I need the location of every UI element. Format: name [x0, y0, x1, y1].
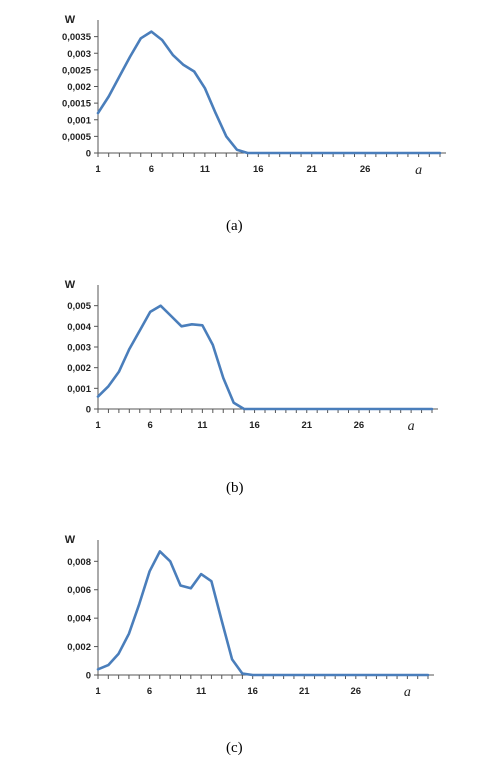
chart-a-y-tick-label: 0,0025: [62, 65, 92, 76]
chart-c-y-tick-label: 0,004: [67, 614, 91, 625]
chart-a-x-tick-label: 21: [306, 164, 317, 175]
chart-b-y-tick-label: 0,001: [67, 384, 91, 395]
chart-c-y-tick-label: 0,002: [67, 642, 91, 653]
chart-a-y-tick-label: 0,001: [67, 115, 91, 126]
chart-a-y-tick-label: 0,0035: [62, 32, 92, 43]
caption-b: (b): [226, 480, 244, 496]
chart-c-x-tick-label: 21: [299, 686, 310, 697]
chart-c-x-axis-label: a: [404, 685, 411, 700]
chart-a-x-tick-label: 6: [149, 164, 154, 175]
chart-b-x-tick-label: 26: [354, 420, 365, 431]
chart-b-y-tick-label: 0,002: [67, 363, 91, 374]
chart-b-x-tick-label: 1: [95, 420, 101, 431]
chart-c-x-tick-label: 1: [95, 686, 101, 697]
chart-b-series-line: [96, 304, 434, 411]
chart-c-x-tick-label: 16: [247, 686, 258, 697]
chart-c-y-tick-label: 0: [86, 671, 91, 682]
chart-c-x-tick-label: 6: [147, 686, 152, 697]
chart-c-y-tick-label: 0,008: [67, 557, 91, 568]
chart-a-series-line: [96, 30, 442, 155]
chart-a-x-tick-label: 16: [253, 164, 264, 175]
chart-b-y-tick-label: 0,004: [67, 322, 91, 333]
chart-a-x-axis-label: a: [415, 163, 422, 178]
chart-b-x-tick-label: 16: [249, 420, 260, 431]
chart-c-x-tick-label: 11: [196, 686, 207, 697]
chart-b-x-tick-label: 21: [301, 420, 312, 431]
chart-a-y-tick-label: 0,0005: [62, 132, 92, 143]
chart-c-x-tick-label: 26: [351, 686, 362, 697]
caption-a: (a): [226, 218, 243, 234]
chart-b-y-tick-label: 0,003: [67, 343, 91, 354]
chart-a-x-tick-label: 11: [200, 164, 211, 175]
chart-c-y-tick-label: 0,006: [67, 585, 91, 596]
chart-a-x-tick-label: 26: [360, 164, 371, 175]
chart-b-y-tick-label: 0: [86, 405, 91, 416]
chart-a-y-tick-label: 0,002: [67, 82, 91, 93]
chart-a-y-tick-label: 0: [86, 149, 91, 160]
chart-a-y-tick-label: 0,003: [67, 49, 91, 60]
chart-c-y-axis-label: W: [65, 534, 76, 546]
chart-a-y-tick-label: 0,0015: [62, 99, 92, 110]
chart-b-x-axis-label: a: [408, 419, 415, 434]
chart-b-x-tick-label: 11: [197, 420, 208, 431]
chart-c-series-line: [96, 550, 430, 677]
chart-b-x-tick-label: 6: [148, 420, 153, 431]
chart-a-x-tick-label: 1: [95, 164, 101, 175]
caption-c: (c): [226, 740, 243, 756]
chart-b-y-axis-label: W: [65, 279, 76, 291]
chart-a-y-axis-label: W: [65, 14, 76, 26]
chart-b-y-tick-label: 0,005: [67, 301, 91, 312]
